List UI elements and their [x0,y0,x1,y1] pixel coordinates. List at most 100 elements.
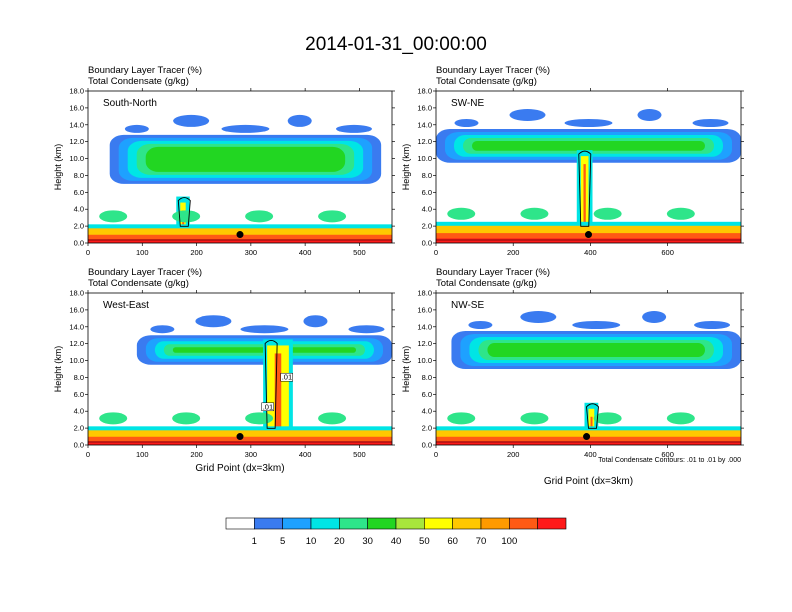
low-level-patch [318,412,347,425]
x-tick-label: 200 [507,248,520,257]
condensate-contour [578,150,592,227]
colorbar-label: 20 [334,536,345,547]
upper-cloud-patch [195,315,232,328]
panel-header-tracer: Boundary Layer Tracer (%) [436,267,550,278]
plume-core [590,416,593,433]
upper-cloud-patch [572,321,621,329]
upper-cloud-patch [468,321,493,329]
contour-label: .01 [261,402,274,411]
panel-header-condensate: Total Condensate (g/kg) [88,76,189,87]
y-tick-label: 18.0 [417,87,432,96]
contour-label-text: .01 [282,373,292,382]
y-tick-label: 16.0 [69,103,84,112]
upper-cloud-patch [520,311,557,323]
contour-label-text: .01 [263,402,273,411]
y-tick-label: 16.0 [417,103,432,112]
y-tick-label: 6.0 [74,390,84,399]
y-tick-label: 0.0 [422,239,432,248]
y-tick-label: 4.0 [422,205,432,214]
plot-background [88,293,392,445]
x-tick-label: 0 [86,248,90,257]
colorbar-swatch [282,517,312,530]
mid-level-band-4 [487,343,705,357]
plot-frame [87,90,393,244]
x-tick-label: 0 [434,450,438,459]
mid-level-band-4 [145,146,346,172]
y-tick-label: 10.0 [417,154,432,163]
upper-cloud-patch [221,124,270,133]
upper-cloud-patch [637,109,662,121]
x-tick-label: 400 [299,450,312,459]
panel-nw-se: Boundary Layer Tracer (%) Total Condensat… [401,267,744,487]
x-tick-label: 600 [661,450,674,459]
y-tick-label: 0.0 [74,239,84,248]
y-tick-label: 14.0 [417,322,432,331]
low-level-patch [172,412,201,425]
y-tick-label: 6.0 [422,390,432,399]
figure-title: 2014-01-31_00:00:00 [305,34,487,55]
low-level-patch [593,412,622,425]
panel-header-tracer: Boundary Layer Tracer (%) [88,65,202,76]
colorbar-label: 70 [476,536,487,547]
plot-frame [435,292,742,446]
colorbar-swatch [480,517,510,530]
y-tick-label: 4.0 [74,205,84,214]
colorbar-label: 10 [306,536,317,547]
panel-label: SW-NE [451,98,484,109]
colorbar-swatch [254,517,283,530]
x-tick-label: 600 [661,248,674,257]
upper-cloud-patch [124,124,149,133]
colorbar: 1 5 10 20 30 40 50 60 70 100 [225,517,567,547]
plot-frame [435,90,742,244]
upper-cloud-patch [336,124,372,133]
x-tick-label: 300 [245,450,258,459]
low-level-patch [172,210,201,223]
panels: Boundary Layer Tracer (%)Total Condensat… [53,65,744,487]
y-tick-label: 4.0 [74,407,84,416]
y-tick-label: 6.0 [74,188,84,197]
x-axis-label: Grid Point (dx=3km) [195,463,284,474]
y-tick-label: 8.0 [422,373,432,382]
x-tick-label: 400 [299,248,312,257]
y-tick-label: 8.0 [74,171,84,180]
plume-core [274,353,282,433]
colorbar-label: 100 [501,536,517,547]
surface-layer-3 [436,436,741,445]
contour-label: .01 [280,373,293,382]
y-tick-label: 12.0 [417,339,432,348]
colorbar-label: 60 [447,536,458,547]
low-level-patch [447,412,476,425]
panel-label: West-East [103,300,149,311]
y-tick-label: 18.0 [69,87,84,96]
upper-cloud-patch [287,114,312,127]
colorbar-label: 50 [419,536,430,547]
y-axis-label: Height (km) [53,144,63,191]
y-tick-label: 0.0 [422,441,432,450]
condensate-contour [264,339,278,429]
y-tick-label: 0.0 [74,441,84,450]
colorbar-swatch [225,517,255,530]
y-tick-label: 18.0 [69,289,84,298]
y-tick-label: 12.0 [69,339,84,348]
tracer-field [436,91,741,243]
location-marker [583,433,591,441]
y-tick-label: 8.0 [74,373,84,382]
location-marker [236,433,244,441]
x-tick-label: 200 [190,248,203,257]
low-level-patch [318,210,347,223]
y-axis-label: Height (km) [401,144,411,191]
contour-note: Total Condensate Contours: .01 to .01 by… [598,457,741,464]
panel-south-north: Boundary Layer Tracer (%)Total Condensat… [53,65,395,257]
surface-layer-3 [88,234,392,243]
y-tick-label: 4.0 [422,407,432,416]
colorbar-swatch [509,517,538,530]
panel-header-tracer: Boundary Layer Tracer (%) [88,267,202,278]
y-tick-label: 2.0 [74,424,84,433]
tracer-field [88,91,392,243]
upper-cloud-patch [303,315,328,328]
upper-cloud-patch [348,325,385,334]
low-level-patch [593,207,622,220]
x-tick-label: 100 [136,248,149,257]
low-level-patch [666,412,695,425]
colorbar-label: 1 [252,536,257,547]
